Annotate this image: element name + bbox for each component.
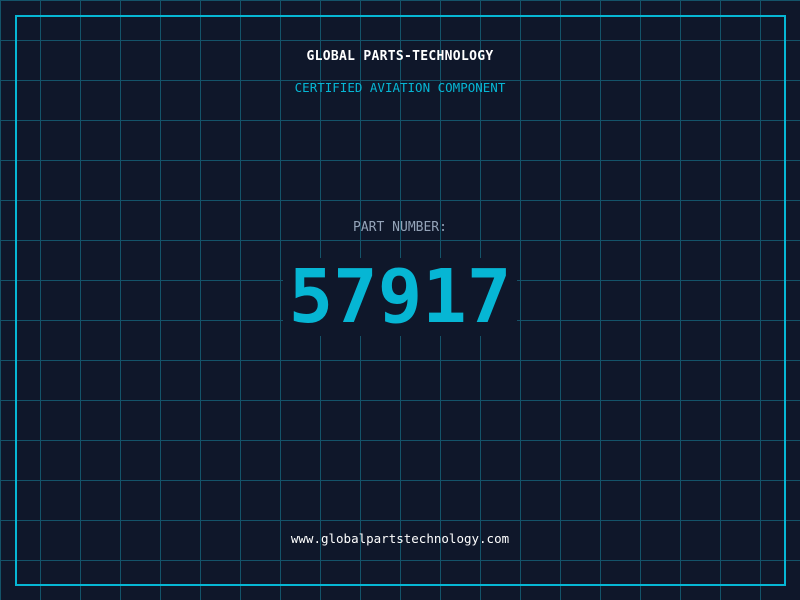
part-number-value: 57917 <box>282 258 518 336</box>
part-number-container: 57917 <box>0 258 800 336</box>
subtitle: CERTIFIED AVIATION COMPONENT <box>294 80 506 95</box>
website-url: www.globalpartstechnology.com <box>290 531 510 546</box>
brand-title: GLOBAL PARTS-TECHNOLOGY <box>306 49 494 64</box>
part-number-label: PART NUMBER: <box>353 220 447 235</box>
border-frame <box>15 15 786 586</box>
